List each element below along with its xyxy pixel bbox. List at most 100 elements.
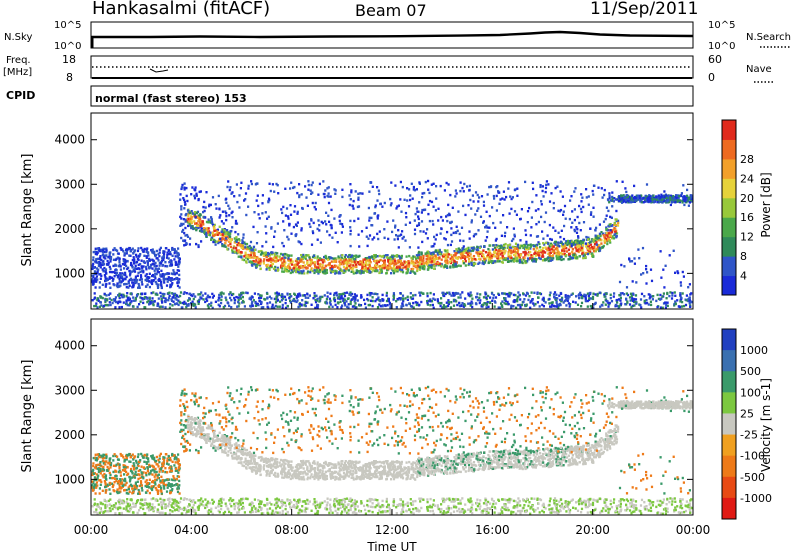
echo-cell (260, 302, 263, 306)
echo-cell (276, 255, 279, 258)
echo-cell (174, 255, 177, 258)
echo-cell (112, 270, 115, 274)
echo-cell (484, 251, 488, 254)
echo-cell (430, 183, 433, 186)
echo-cell (567, 297, 570, 300)
echo-cell (318, 229, 321, 232)
echo-cell (342, 269, 345, 272)
echo-cell (683, 203, 686, 207)
echo-cell (104, 285, 107, 288)
echo-cell (143, 247, 146, 251)
echo-cell (406, 199, 409, 202)
echo-cell (233, 250, 236, 253)
echo-cell (443, 253, 446, 256)
echo-cell (606, 242, 609, 246)
echo-cell (572, 300, 575, 303)
echo-cell (667, 197, 670, 200)
echo-cell (511, 196, 514, 199)
echo-cell (186, 233, 189, 237)
echo-cell (487, 254, 490, 257)
echo-cell (208, 295, 211, 299)
echo-cell (407, 205, 411, 208)
echo-cell (301, 271, 304, 274)
echo-cell (218, 216, 221, 219)
echo-cell (415, 207, 418, 210)
echo-cell (257, 303, 260, 307)
echo-cell (598, 246, 601, 250)
echo-cell (192, 304, 195, 307)
echo-cell (190, 193, 193, 196)
echo-cell (639, 298, 643, 301)
echo-cell (94, 277, 97, 280)
echo-cell (114, 269, 117, 272)
echo-cell (444, 259, 447, 262)
echo-cell (113, 247, 116, 250)
echo-cell (306, 260, 309, 264)
echo-cell (259, 258, 262, 261)
echo-cell (413, 232, 417, 236)
echo-cell (281, 303, 284, 307)
echo-cell (615, 218, 618, 221)
echo-cell (92, 276, 95, 279)
echo-cell (166, 277, 169, 281)
echo-cell (170, 277, 173, 280)
echo-cell (269, 189, 272, 193)
echo-cell (577, 235, 580, 238)
echo-cell (287, 217, 290, 220)
echo-cell (437, 253, 440, 256)
echo-cell (146, 283, 149, 286)
echo-cell (318, 268, 322, 272)
echo-cell (190, 215, 194, 219)
echo-cell (441, 291, 444, 295)
echo-cell (340, 256, 343, 260)
echo-cell (581, 252, 584, 255)
echo-cell (260, 301, 263, 304)
echo-cell (287, 263, 290, 266)
echo-cell (408, 302, 411, 305)
echo-cell (467, 251, 470, 254)
echo-cell (316, 255, 319, 258)
echo-cell (417, 264, 420, 267)
echo-cell (156, 268, 159, 272)
echo-cell (242, 236, 245, 239)
echo-cell (191, 212, 195, 215)
echo-cell (483, 259, 486, 263)
echo-cell (220, 295, 223, 298)
echo-cell (128, 254, 131, 257)
echo-cell (177, 269, 181, 272)
echo-cell (453, 264, 456, 267)
echo-cell (185, 218, 188, 221)
echo-cell (384, 254, 388, 257)
echo-cell (348, 259, 351, 262)
echo-cell (483, 258, 486, 261)
echo-cell (573, 229, 576, 233)
echo-cell (617, 199, 621, 203)
echo-cell (313, 267, 317, 270)
echo-cell (524, 294, 528, 297)
echo-cell (330, 268, 334, 271)
echo-cell (383, 266, 386, 270)
echo-cell (486, 230, 489, 233)
echo-cell (92, 262, 95, 266)
echo-cell (187, 214, 190, 217)
echo-cell (218, 232, 222, 235)
echo-cell (387, 299, 390, 303)
echo-cell (534, 254, 537, 257)
echo-cell (459, 257, 463, 260)
echo-cell (609, 215, 612, 219)
echo-cell (137, 263, 140, 267)
echo-cell (313, 269, 316, 272)
echo-cell (431, 303, 434, 307)
echo-cell (529, 306, 532, 309)
echo-cell (416, 269, 419, 273)
echo-cell (426, 251, 429, 255)
echo-cell (348, 264, 351, 268)
echo-cell (470, 263, 473, 266)
echo-cell (111, 301, 114, 305)
echo-cell (276, 305, 279, 308)
echo-cell (402, 300, 405, 303)
echo-cell (306, 266, 309, 270)
echo-cell (108, 265, 111, 269)
echo-cell (306, 204, 309, 207)
